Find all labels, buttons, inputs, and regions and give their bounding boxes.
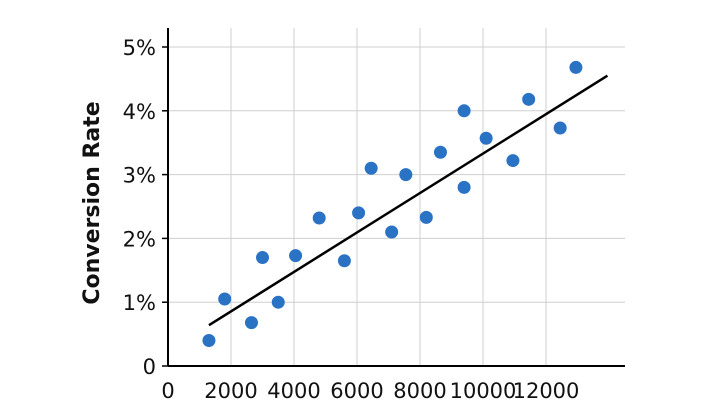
data-point — [364, 161, 378, 175]
data-point — [569, 60, 583, 74]
data-point — [256, 251, 269, 265]
data-point — [399, 168, 413, 182]
data-point — [506, 154, 520, 168]
x-tick-label: 4000 — [267, 379, 320, 403]
data-point — [553, 121, 567, 135]
y-tick-label: 5% — [123, 36, 156, 60]
data-point — [352, 206, 366, 220]
data-point — [457, 104, 471, 118]
data-point — [522, 92, 536, 106]
x-tick-label: 6000 — [330, 379, 383, 403]
data-points — [202, 60, 583, 347]
data-point — [337, 254, 351, 268]
data-point — [312, 211, 326, 225]
data-point — [218, 292, 232, 306]
data-point — [433, 145, 447, 159]
x-tick-label: 12000 — [513, 379, 580, 403]
axes — [162, 28, 625, 367]
trend-line-group — [208, 74, 609, 327]
x-tick-label: 8000 — [393, 379, 446, 403]
grid — [168, 28, 625, 366]
trend-line — [208, 74, 609, 327]
y-tick-label: 3% — [123, 164, 156, 188]
data-point — [385, 225, 399, 239]
y-tick-label: 1% — [123, 291, 156, 315]
data-point — [289, 249, 303, 263]
x-tick-label: 2000 — [204, 379, 257, 403]
data-point — [457, 180, 471, 194]
x-tick-label: 0 — [161, 379, 174, 403]
data-point — [479, 131, 493, 145]
data-point — [419, 210, 433, 224]
data-point — [244, 316, 258, 330]
y-tick-label: 2% — [123, 227, 156, 251]
x-tick-label: 10000 — [450, 379, 517, 403]
y-axis-title: Conversion Rate — [80, 101, 105, 304]
data-point — [202, 333, 216, 347]
y-tick-label: 0 — [143, 355, 156, 379]
y-tick-label: 4% — [123, 100, 156, 124]
data-point — [271, 295, 285, 309]
